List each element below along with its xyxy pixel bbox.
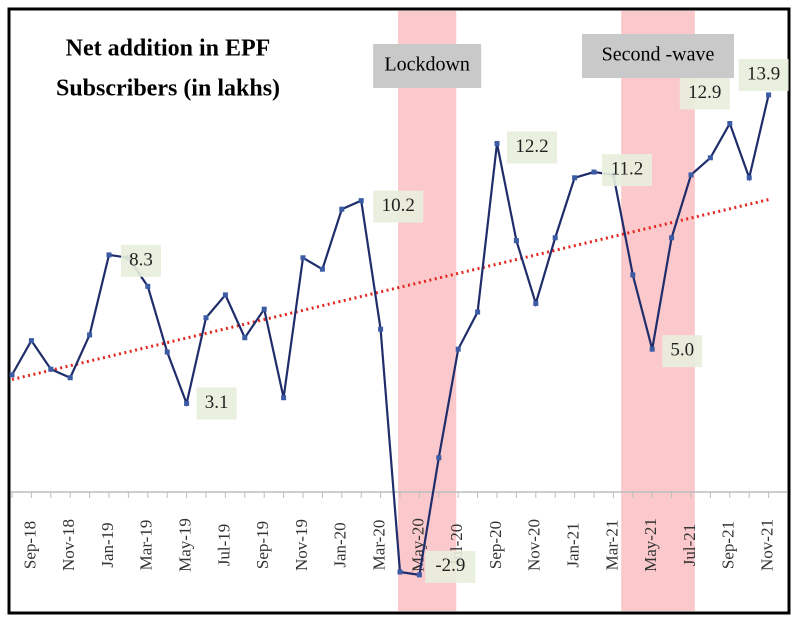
data-point (766, 92, 772, 98)
data-point (669, 235, 675, 241)
x-tick-label: Nov-19 (292, 519, 311, 571)
data-point (397, 569, 403, 575)
x-tick-label: Nov-21 (758, 519, 777, 571)
data-point (455, 346, 461, 352)
data-point (416, 572, 422, 578)
x-tick-label: Mar-19 (137, 520, 156, 571)
data-point (513, 238, 519, 244)
x-tick-label: Mar-20 (370, 520, 389, 571)
chart-title: Subscribers (in lakhs) (56, 76, 280, 102)
data-point (145, 283, 151, 289)
chart-title: Net addition in EPF (66, 36, 271, 62)
data-label: -2.9 (435, 555, 465, 576)
data-label: 3.1 (205, 392, 229, 413)
data-point (9, 372, 15, 378)
x-tick-label: Nov-18 (59, 519, 78, 571)
data-point (707, 155, 713, 161)
data-point (358, 198, 364, 204)
data-point (28, 338, 34, 344)
data-point (552, 235, 558, 241)
data-label: 8.3 (129, 249, 153, 270)
data-point (572, 175, 578, 181)
period-label: Second -wave (602, 44, 715, 66)
x-tick-label: Jan-19 (98, 522, 117, 567)
data-point (688, 172, 694, 178)
x-tick-label: Sep-20 (486, 521, 505, 569)
data-label-box (679, 77, 730, 110)
data-point (184, 400, 190, 406)
x-tick-label: Jan-21 (564, 522, 583, 567)
data-point (164, 349, 170, 355)
data-label: 11.2 (611, 158, 644, 179)
period-label-box (582, 34, 735, 78)
x-tick-label: Sep-18 (20, 521, 39, 569)
data-point (67, 375, 73, 381)
data-point (494, 140, 500, 146)
data-label-box (425, 550, 476, 583)
x-tick-label: May-21 (641, 518, 660, 572)
data-label: 5.0 (670, 340, 694, 361)
data-point (649, 346, 655, 352)
data-point (261, 306, 267, 312)
data-point (591, 169, 597, 175)
data-point (222, 292, 228, 298)
data-label-box (602, 154, 652, 187)
data-label: 12.9 (688, 82, 721, 103)
x-tick-label: Mar-21 (602, 520, 621, 571)
data-point (746, 175, 752, 181)
data-point (281, 395, 287, 401)
data-point (339, 206, 345, 212)
data-point (475, 309, 481, 315)
period-label-box (373, 44, 482, 88)
data-point (533, 300, 539, 306)
shaded-period (398, 11, 457, 611)
data-label-box (121, 244, 161, 277)
data-point (203, 315, 209, 321)
data-label-box (196, 387, 237, 420)
data-label-box (662, 335, 703, 368)
x-tick-label: Nov-20 (525, 519, 544, 571)
data-point (87, 332, 93, 338)
data-label: 12.2 (515, 136, 548, 157)
x-tick-label: Sep-19 (253, 521, 272, 569)
data-point (630, 272, 636, 278)
x-tick-label: Jul-19 (214, 524, 233, 567)
data-point (727, 120, 733, 126)
x-tick-label: Jan-20 (331, 522, 350, 567)
data-point (300, 255, 306, 261)
data-label-box (373, 190, 424, 223)
x-tick-label: Sep-21 (719, 521, 738, 569)
data-label: 10.2 (382, 195, 415, 216)
data-label-box (738, 58, 789, 91)
x-tick-label: Jul-21 (680, 524, 699, 567)
data-label-box (507, 131, 557, 164)
data-point (242, 335, 248, 341)
data-point (48, 366, 54, 372)
data-label: 13.9 (747, 63, 780, 84)
x-tick-label: May-19 (176, 518, 195, 572)
period-label: Lockdown (384, 54, 470, 76)
data-point (378, 326, 384, 332)
data-point (106, 252, 112, 258)
data-point (319, 266, 325, 272)
data-point (436, 455, 442, 461)
